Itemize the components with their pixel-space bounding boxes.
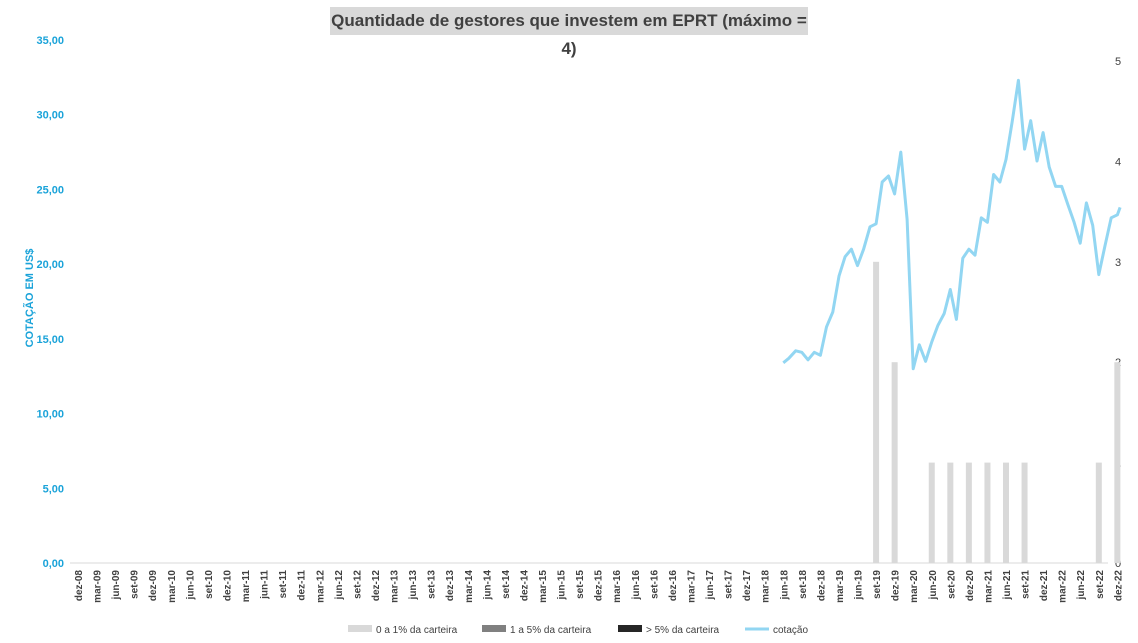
bar [891,362,898,563]
legend-swatch [482,625,506,632]
x-tick-label: dez-18 [816,570,827,602]
x-tick-label: dez-22 [1113,570,1124,602]
y-tick-right-label: 3 [1115,257,1121,269]
chart-title-box [330,7,808,35]
bar [928,462,935,563]
x-tick-label: dez-13 [445,570,456,602]
bar [1095,462,1102,563]
x-tick-label: jun-11 [260,570,271,600]
bar [984,462,991,563]
x-tick-label: jun-18 [779,570,790,601]
x-tick-label: dez-16 [668,570,679,602]
x-tick-label: jun-19 [854,570,865,601]
bar [1114,362,1121,563]
x-tick-label: jun-20 [928,570,939,601]
y-tick-left-label: 20,00 [36,259,64,271]
bar [965,462,972,563]
x-tick-label: dez-11 [297,570,308,601]
x-tick-label: mar-19 [835,570,846,603]
x-tick-label: dez-19 [891,570,902,602]
legend-swatch [618,625,642,632]
x-tick-label: dez-20 [965,570,976,602]
y-tick-right-label: 0 [1115,558,1121,570]
x-tick-label: dez-09 [148,570,159,602]
x-tick-label: set-16 [649,570,660,599]
x-tick-label: mar-21 [983,570,994,603]
x-tick-label: set-17 [724,570,735,599]
x-tick-label: set-22 [1095,570,1106,599]
x-tick-label: set-15 [575,570,586,599]
x-tick-label: jun-14 [482,570,493,601]
x-tick-label: set-20 [946,570,957,599]
x-tick-label: set-19 [872,570,883,599]
x-tick-label: set-14 [501,570,512,599]
bar [947,462,954,563]
x-tick-label: mar-18 [761,570,772,603]
x-tick-label: set-11 [278,570,289,599]
x-tick-label: dez-21 [1039,570,1050,602]
x-tick-label: set-21 [1021,570,1032,599]
x-tick-label: jun-10 [185,570,196,601]
x-tick-label: jun-16 [631,570,642,601]
x-tick-label: set-18 [798,570,809,599]
y-tick-left-label: 25,00 [36,184,64,196]
x-tick-label: jun-17 [705,570,716,601]
x-tick-label: jun-12 [334,570,345,601]
legend-label: cotação [773,625,808,636]
legend-label: > 5% da carteira [646,625,720,636]
x-tick-label: mar-09 [93,570,104,603]
x-tick-label: mar-17 [686,570,697,603]
y-tick-left-label: 35,00 [36,35,64,47]
bar [1021,462,1028,563]
y-tick-left-label: 5,00 [43,483,64,495]
x-tick-label: mar-13 [390,570,401,603]
x-tick-label: dez-12 [371,570,382,602]
x-tick-label: dez-10 [222,570,233,602]
x-tick-label: mar-11 [241,570,252,603]
x-tick-label: mar-22 [1058,570,1069,603]
legend-swatch [348,625,372,632]
x-tick-label: set-10 [204,570,215,599]
x-tick-label: mar-10 [167,570,178,603]
x-tick-label: mar-20 [909,570,920,603]
x-tick-label: mar-14 [464,570,475,603]
y-tick-right-label: 5 [1115,56,1121,68]
y-tick-left-label: 15,00 [36,334,64,346]
x-tick-label: jun-13 [408,570,419,601]
x-tick-label: jun-15 [557,570,568,601]
legend-label: 1 a 5% da carteira [510,625,592,636]
x-tick-label: mar-15 [538,570,549,603]
x-tick-label: jun-21 [1002,570,1013,601]
x-tick-label: set-13 [427,570,438,599]
y-tick-left-label: 0,00 [43,558,64,570]
bar [873,261,880,563]
x-tick-label: jun-22 [1076,570,1087,601]
x-tick-label: set-12 [352,570,363,599]
x-tick-label: dez-15 [594,570,605,602]
legend-label: 0 a 1% da carteira [376,625,458,636]
y-tick-right-label: 4 [1115,156,1121,168]
x-tick-label: dez-14 [519,570,530,602]
y-tick-left-label: 30,00 [36,110,64,122]
bar [1003,462,1009,563]
x-tick-label: set-09 [130,570,141,599]
x-tick-label: mar-12 [315,570,326,603]
x-tick-label: mar-16 [612,570,623,603]
x-tick-label: jun-09 [111,570,122,601]
series-line-cotacao [782,78,1122,371]
y-tick-left-label: 10,00 [36,409,64,421]
x-tick-label: dez-08 [74,570,85,602]
chart-title: Quantidade de gestores que investem em E… [331,11,807,58]
x-tick-label: dez-17 [742,570,753,602]
